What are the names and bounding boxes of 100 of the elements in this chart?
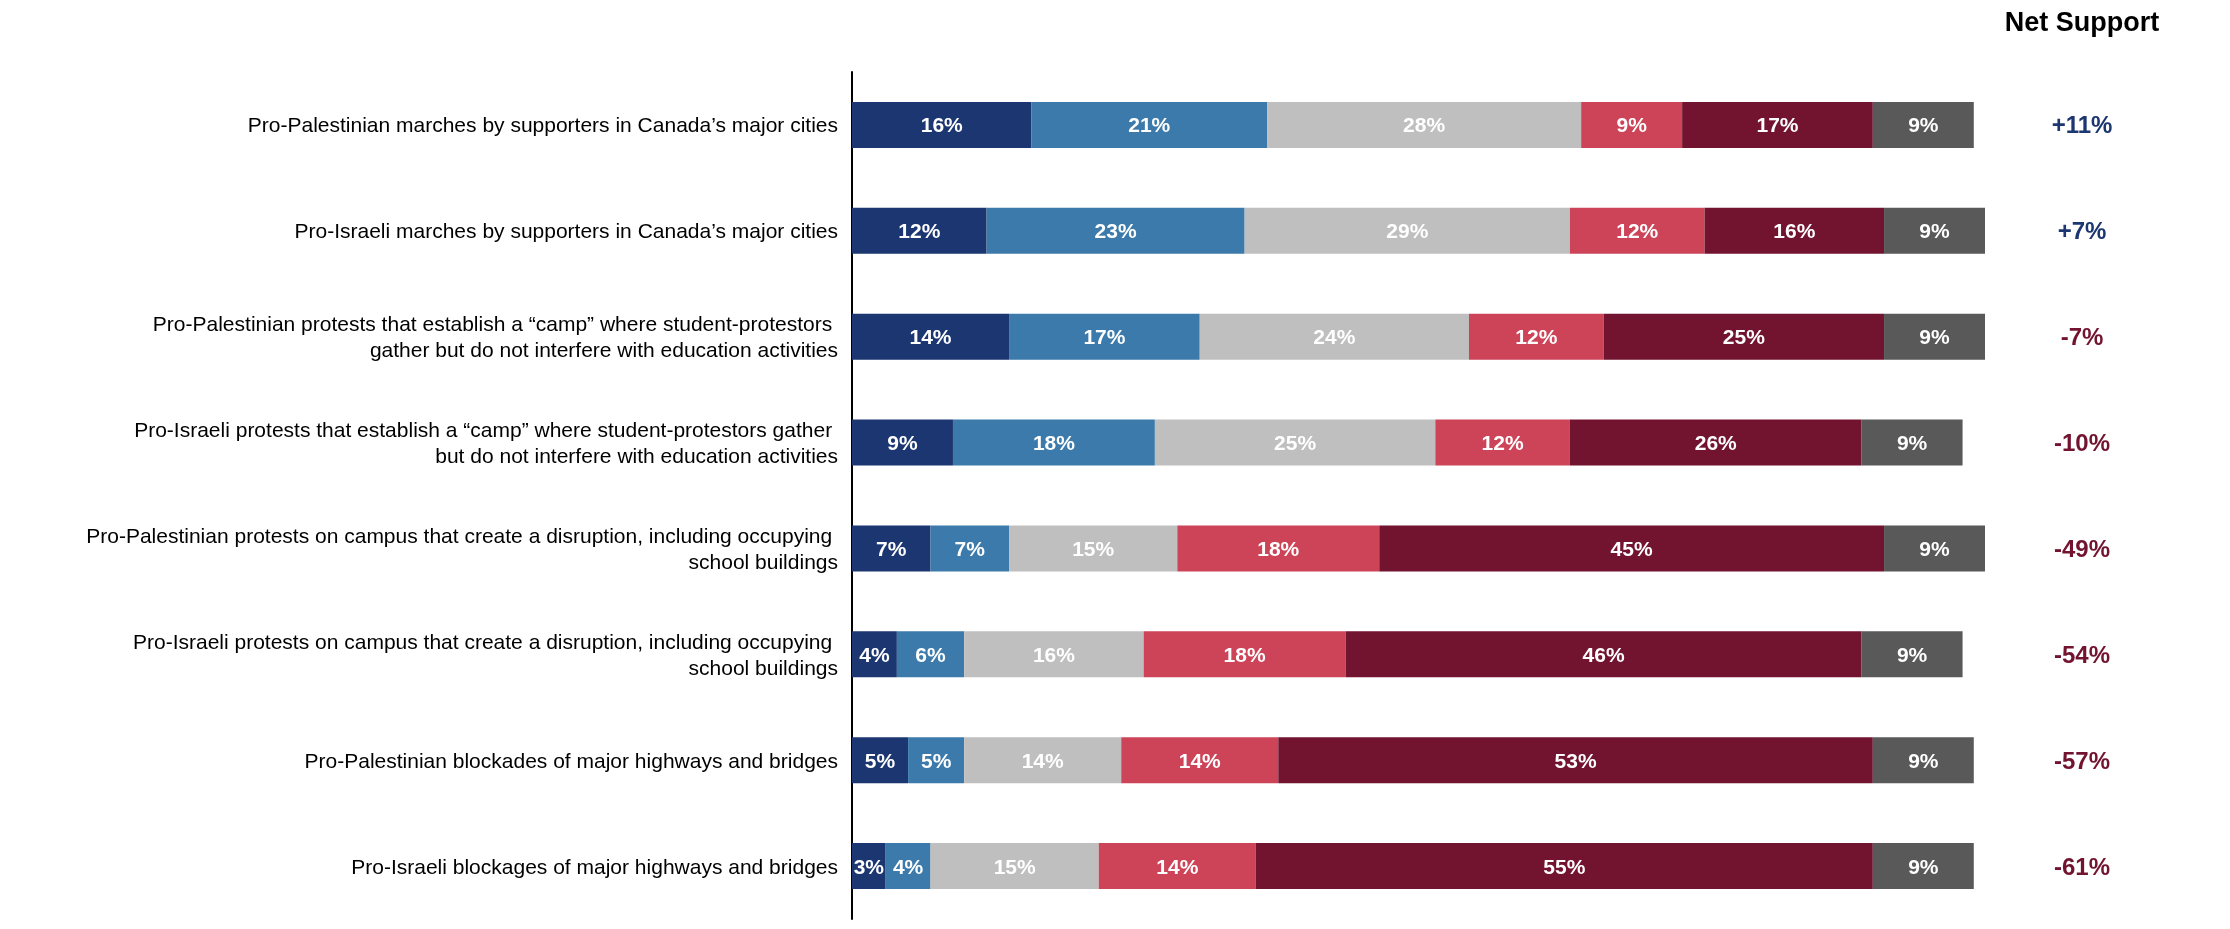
bar <box>1603 313 1885 360</box>
data-label: 7% <box>876 536 907 560</box>
data-label: 9% <box>1908 113 1939 137</box>
bar <box>1861 631 1963 678</box>
data-label: 12% <box>1515 325 1558 349</box>
y-tick-label: Pro-Israeli protests on campus that create a disruption, including occupying school buildings <box>132 629 838 679</box>
data-label: 9% <box>1896 642 1928 666</box>
bar <box>1009 313 1200 360</box>
data-label: 45% <box>1610 536 1653 560</box>
bar <box>964 631 1144 678</box>
data-label: 12% <box>1481 431 1524 455</box>
bar <box>930 843 1099 890</box>
bar <box>852 313 1010 360</box>
data-label: 26% <box>1694 431 1738 455</box>
y-tick-label: Pro-Israeli protests that establish a “camp” where student-protestors gather but do not interfere with education activities <box>134 418 838 468</box>
bar <box>952 419 1155 466</box>
bar <box>930 525 1010 572</box>
bar <box>1872 737 1974 784</box>
data-label: 3% <box>853 854 885 878</box>
data-label: 53% <box>1554 748 1597 772</box>
data-label: 29% <box>1386 219 1429 243</box>
bar <box>852 101 1032 148</box>
y-tick-label: Pro-Israeli marches by supporters in Canada’s major cities <box>294 219 838 243</box>
data-label: 4% <box>892 854 924 878</box>
bar <box>1884 207 1985 254</box>
data-label: 14% <box>1156 854 1199 878</box>
data-label: 9% <box>1919 325 1951 349</box>
data-label: 24% <box>1313 325 1356 349</box>
data-label: 12% <box>898 219 941 243</box>
bar <box>1177 525 1380 572</box>
bar <box>1861 419 1963 466</box>
bar <box>1255 843 1873 890</box>
data-label: 9% <box>1919 536 1951 560</box>
bar <box>1704 207 1885 254</box>
bar <box>1569 419 1862 466</box>
data-label: 21% <box>1128 113 1171 137</box>
bar <box>1278 737 1873 784</box>
bar <box>1199 313 1469 360</box>
data-label: 16% <box>920 113 964 137</box>
data-label: 9% <box>1908 748 1939 772</box>
bar <box>1154 419 1436 466</box>
data-label: 12% <box>1616 219 1659 243</box>
text: -61% <box>2053 852 2111 880</box>
data-label: 25% <box>1722 325 1766 349</box>
bar <box>1267 101 1582 148</box>
bar <box>986 207 1245 254</box>
text: -49% <box>2053 534 2111 562</box>
data-label: 9% <box>1908 854 1939 878</box>
data-label: 55% <box>1543 854 1586 878</box>
bar <box>1682 101 1873 148</box>
bar <box>1872 843 1974 890</box>
data-label: 18% <box>1223 642 1266 666</box>
data-label: 5% <box>920 748 952 772</box>
bar <box>896 631 965 678</box>
data-label: 17% <box>1083 325 1126 349</box>
data-label: 14% <box>1021 748 1065 772</box>
data-label: 23% <box>1094 219 1137 243</box>
bar <box>1581 101 1683 148</box>
data-label: 4% <box>859 642 890 666</box>
text: -57% <box>2053 746 2111 774</box>
data-label: 25% <box>1274 431 1317 455</box>
data-label: 15% <box>993 854 1036 878</box>
bar <box>1345 631 1862 678</box>
data-label: 9% <box>887 431 918 455</box>
bar <box>852 525 931 572</box>
data-label: 14% <box>909 325 952 349</box>
bar <box>1009 525 1178 572</box>
y-tick-label: Pro-Palestinian marches by supporters in Canada’s major cities <box>247 113 838 137</box>
bar <box>1884 313 1985 360</box>
text: -10% <box>2053 429 2111 457</box>
data-label: 14% <box>1178 748 1222 772</box>
bar <box>1872 101 1974 148</box>
data-label: 9% <box>1919 219 1951 243</box>
bar <box>1098 843 1256 890</box>
data-label: 17% <box>1756 113 1799 137</box>
text: +7% <box>2057 217 2107 245</box>
data-label: 28% <box>1403 113 1446 137</box>
bar <box>852 419 953 466</box>
text: -54% <box>2053 640 2111 668</box>
data-label: 46% <box>1582 642 1625 666</box>
bar <box>1468 313 1604 360</box>
data-label: 16% <box>1032 642 1076 666</box>
bar <box>1244 207 1570 254</box>
y-tick-label: Pro-Palestinian blockades of major highways and bridges <box>304 748 838 772</box>
data-label: 6% <box>915 642 947 666</box>
data-label: 7% <box>954 536 986 560</box>
data-label: 9% <box>1616 113 1648 137</box>
y-tick-label: Pro-Israeli blockages of major highways and bridges <box>351 854 838 878</box>
bar <box>1379 525 1885 572</box>
data-label: 5% <box>864 748 896 772</box>
data-label: 9% <box>1896 431 1928 455</box>
bar <box>852 207 987 254</box>
bar <box>964 737 1122 784</box>
text: -7% <box>2060 323 2104 351</box>
bar <box>1143 631 1346 678</box>
data-label: 15% <box>1072 536 1115 560</box>
data-label: 18% <box>1032 431 1076 455</box>
bar <box>1884 525 1985 572</box>
data-label: 16% <box>1773 219 1816 243</box>
bar <box>1435 419 1570 466</box>
